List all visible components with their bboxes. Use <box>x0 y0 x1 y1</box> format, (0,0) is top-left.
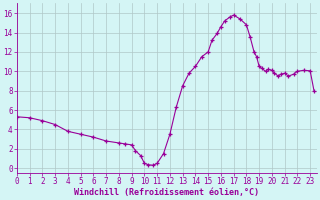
X-axis label: Windchill (Refroidissement éolien,°C): Windchill (Refroidissement éolien,°C) <box>74 188 259 197</box>
